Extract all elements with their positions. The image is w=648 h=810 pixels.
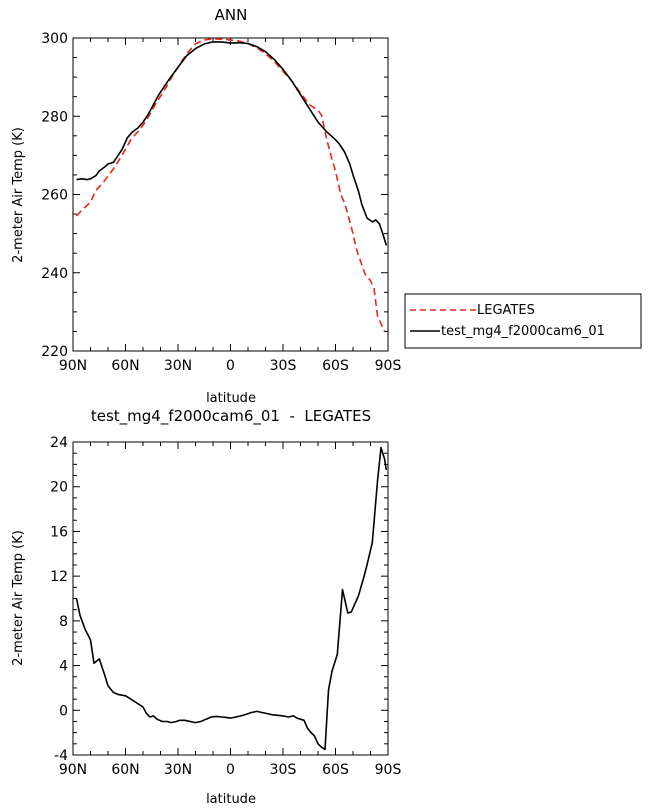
- bottom-plot-frame: [72, 441, 389, 756]
- top-plot-title: ANN: [215, 6, 248, 24]
- x-tick-label: 60S: [322, 358, 349, 374]
- series-line-legates: [75, 37, 386, 332]
- top-plot-series: [75, 37, 388, 332]
- y-tick-label: 12: [50, 569, 68, 585]
- x-tick-label: 0: [226, 762, 235, 778]
- y-tick-label: 0: [59, 703, 68, 719]
- y-tick-label: 20: [50, 480, 68, 496]
- y-tick-label: 300: [41, 31, 68, 47]
- top-plot-ticks: 90N 60N 30N 0 30S 60S 90S 220 240 260 280 300: [41, 31, 401, 374]
- legend-label-legates: LEGATES: [477, 303, 535, 318]
- bottom-plot-title: test_mg4_f2000cam6_01 - LEGATES: [91, 407, 371, 426]
- y-tick-label: 16: [50, 524, 68, 540]
- legend-label-model: test_mg4_f2000cam6_01: [441, 324, 605, 339]
- x-tick-label: 60N: [111, 762, 139, 778]
- x-tick-label: 60N: [111, 358, 139, 374]
- x-tick-label: 0: [226, 358, 235, 374]
- y-tick-label: -4: [54, 748, 68, 764]
- x-tick-label: 90N: [59, 762, 87, 778]
- y-tick-label: 4: [59, 659, 68, 675]
- top-plot-ylabel: 2-meter Air Temp (K): [11, 127, 26, 263]
- top-plot: ANN 2-meter Air Temp (K) latitude 90N 60N…: [11, 6, 401, 406]
- legend: LEGATES test_mg4_f2000cam6_01: [404, 293, 642, 349]
- y-tick-label: 24: [50, 435, 68, 451]
- y-tick-label: 240: [41, 266, 68, 282]
- top-plot-xlabel: latitude: [206, 391, 256, 406]
- series-line-difference: [75, 446, 388, 751]
- top-plot-frame: [72, 37, 389, 352]
- y-tick-label: 220: [41, 344, 68, 360]
- bottom-plot-series: [75, 446, 388, 751]
- bottom-plot-ticks: 90N 60N 30N 0 30S 60S 90S -4 0 4 8 12 16 20 24: [50, 435, 401, 778]
- legend-box: [404, 293, 642, 349]
- x-tick-label: 90S: [375, 762, 402, 778]
- x-tick-label: 60S: [322, 762, 349, 778]
- x-tick-label: 90S: [375, 358, 402, 374]
- series-line-test-mg4-f2000cam6-01: [76, 41, 388, 246]
- x-tick-label: 30S: [270, 762, 297, 778]
- x-tick-label: 30N: [164, 762, 192, 778]
- bottom-plot-xlabel: latitude: [206, 792, 256, 807]
- x-tick-label: 30N: [164, 358, 192, 374]
- bottom-plot-ylabel: 2-meter Air Temp (K): [11, 530, 26, 666]
- y-tick-label: 260: [41, 188, 68, 204]
- y-tick-label: 8: [59, 614, 68, 630]
- bottom-plot: test_mg4_f2000cam6_01 - LEGATES 2-meter …: [11, 407, 401, 807]
- x-tick-label: 90N: [59, 358, 87, 374]
- x-tick-label: 30S: [270, 358, 297, 374]
- y-tick-label: 280: [41, 109, 68, 125]
